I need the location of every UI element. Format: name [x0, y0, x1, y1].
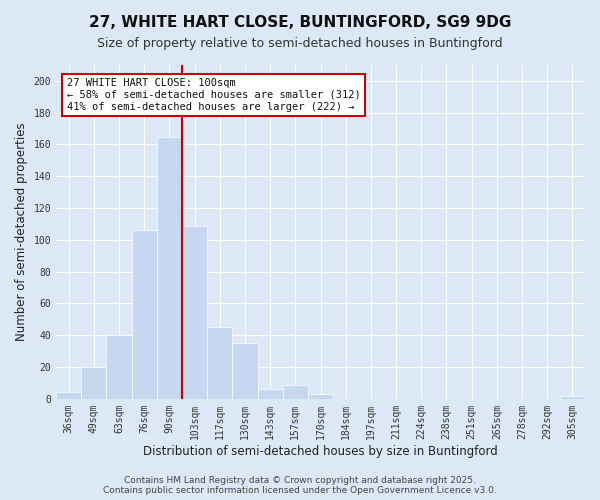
Bar: [308, 394, 333, 399]
Bar: [182, 226, 207, 399]
Bar: [157, 136, 182, 399]
Bar: [283, 384, 308, 399]
Bar: [560, 396, 585, 399]
Bar: [257, 390, 283, 399]
Text: Size of property relative to semi-detached houses in Buntingford: Size of property relative to semi-detach…: [97, 38, 503, 51]
Bar: [131, 230, 157, 399]
Bar: [232, 343, 257, 399]
Y-axis label: Number of semi-detached properties: Number of semi-detached properties: [15, 122, 28, 341]
Bar: [81, 367, 106, 399]
Text: Contains HM Land Registry data © Crown copyright and database right 2025.
Contai: Contains HM Land Registry data © Crown c…: [103, 476, 497, 495]
X-axis label: Distribution of semi-detached houses by size in Buntingford: Distribution of semi-detached houses by …: [143, 444, 498, 458]
Bar: [106, 335, 131, 399]
Bar: [56, 392, 81, 399]
Bar: [207, 328, 232, 399]
Text: 27, WHITE HART CLOSE, BUNTINGFORD, SG9 9DG: 27, WHITE HART CLOSE, BUNTINGFORD, SG9 9…: [89, 15, 511, 30]
Text: 27 WHITE HART CLOSE: 100sqm
← 58% of semi-detached houses are smaller (312)
41% : 27 WHITE HART CLOSE: 100sqm ← 58% of sem…: [67, 78, 361, 112]
